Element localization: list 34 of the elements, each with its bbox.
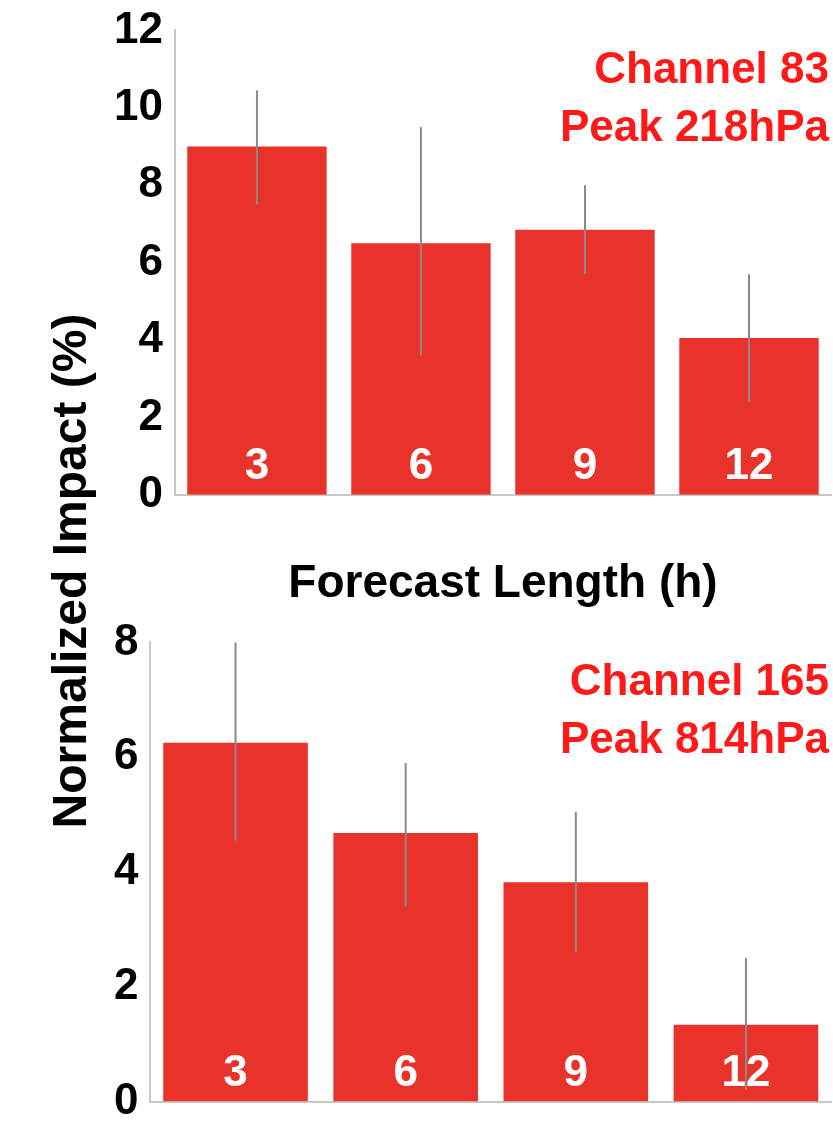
y-tick-label: 2 <box>113 958 139 1008</box>
x-tick-label: 6 <box>408 438 434 488</box>
annotation: Peak 814hPa <box>559 712 830 762</box>
x-tick-label: 6 <box>393 1045 418 1095</box>
x-tick-label: 9 <box>563 1045 589 1095</box>
x-tick-label: 12 <box>721 1045 771 1095</box>
y-tick-label: 6 <box>113 729 139 779</box>
y-tick-label: 4 <box>138 312 164 362</box>
annotation: Peak 218hPa <box>559 100 830 150</box>
y-tick-label: 8 <box>138 157 163 207</box>
y-tick-label: 10 <box>113 79 163 129</box>
bar <box>333 832 478 1102</box>
y-tick-label: 6 <box>138 234 163 284</box>
y-tick-label: 0 <box>113 1073 139 1123</box>
annotation: Channel 83 <box>594 42 829 92</box>
bar <box>351 243 491 495</box>
bar <box>503 882 649 1102</box>
bar <box>673 1024 819 1102</box>
y-tick-label: 12 <box>113 2 163 52</box>
annotation: Channel 165 <box>569 654 829 704</box>
y-tick-label: 8 <box>113 614 139 664</box>
y-tick-label: 2 <box>138 389 163 439</box>
bar <box>515 229 655 495</box>
y-tick-label: 4 <box>113 844 139 894</box>
x-tick-label: 3 <box>244 438 270 488</box>
y-tick-label: 0 <box>138 466 163 516</box>
bar <box>163 742 308 1102</box>
x-tick-label: 9 <box>572 438 598 488</box>
x-tick-label: 12 <box>724 438 774 488</box>
bar <box>187 146 327 495</box>
x-tick-label: 3 <box>223 1045 248 1095</box>
x-axis-title: Forecast Length (h) <box>288 555 718 608</box>
y-axis-title: Normalized Impact (%) <box>42 312 97 831</box>
bar <box>679 338 819 495</box>
